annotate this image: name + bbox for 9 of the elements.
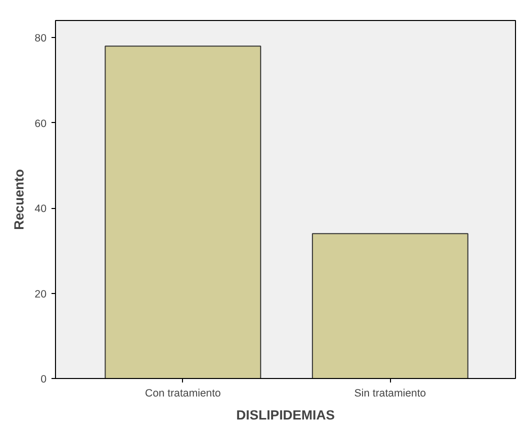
y-tick-label: 80 (34, 32, 47, 45)
y-tick-label: 0 (40, 374, 47, 386)
x-tick-label: Con tratamiento (145, 388, 221, 400)
y-tick-label: 20 (34, 288, 47, 300)
y-tick-label: 40 (34, 203, 47, 216)
y-axis-title: Recuento (12, 169, 27, 230)
y-tick-label: 60 (34, 118, 47, 130)
x-axis-title: DISLIPIDEMIAS (236, 408, 335, 422)
x-tick-label: Sin tratamiento (354, 388, 426, 400)
